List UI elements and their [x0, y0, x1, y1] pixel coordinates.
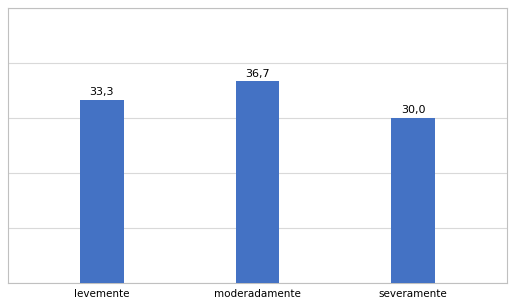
Text: 36,7: 36,7: [245, 69, 270, 79]
Bar: [391, 118, 435, 283]
Text: 30,0: 30,0: [401, 106, 425, 115]
Bar: [80, 100, 124, 283]
Text: 33,3: 33,3: [90, 87, 114, 97]
Bar: [236, 81, 279, 283]
